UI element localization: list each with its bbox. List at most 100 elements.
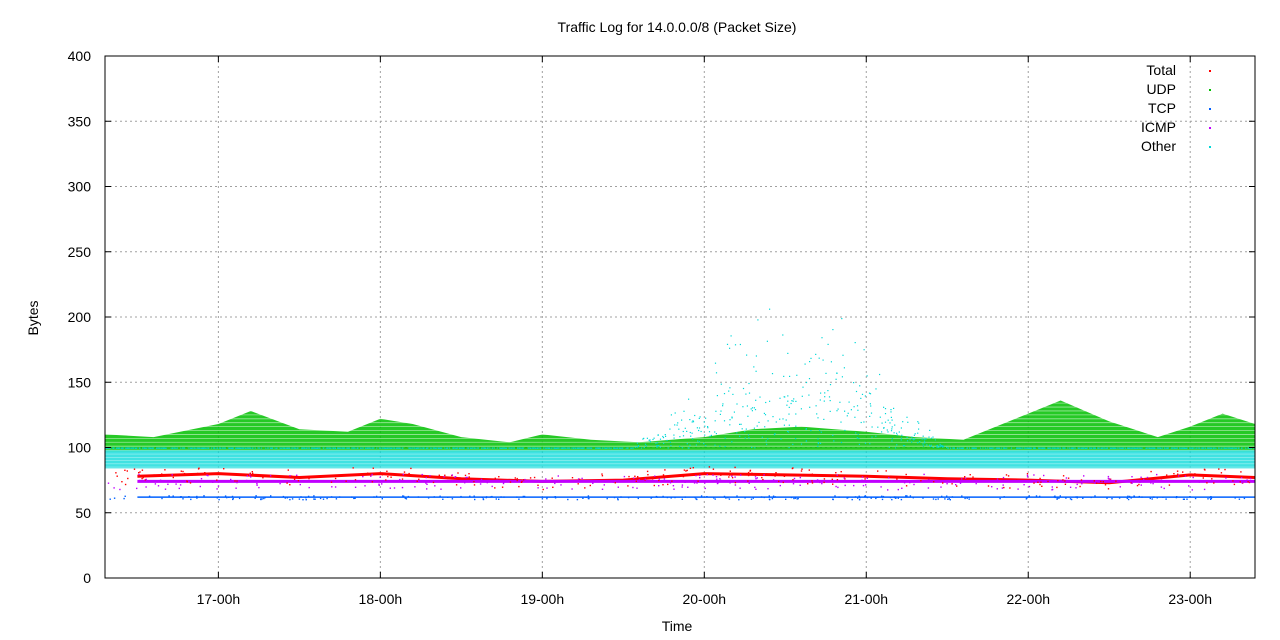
total-point (468, 476, 470, 478)
other-point (900, 427, 902, 429)
total-point (891, 475, 893, 477)
other-point (434, 447, 437, 449)
total-point (249, 472, 251, 474)
icmp-point (821, 482, 823, 485)
other-point (305, 447, 307, 449)
other-point (563, 447, 565, 449)
icmp-point (491, 485, 493, 488)
icmp-point (230, 478, 232, 481)
total-point (542, 488, 544, 491)
other-point (662, 435, 664, 438)
tcp-point (224, 495, 227, 497)
total-point (345, 480, 347, 482)
tcp-point (447, 496, 449, 498)
other-point (842, 354, 844, 356)
other-point (805, 381, 808, 384)
other-point (232, 447, 234, 449)
other-point (918, 422, 920, 424)
other-point (1224, 447, 1226, 449)
total-point (774, 474, 776, 477)
total-point (936, 477, 939, 480)
other-point (571, 447, 573, 449)
other-point (616, 447, 619, 449)
tcp-point (877, 496, 879, 498)
other-point (1207, 447, 1209, 449)
other-point (975, 447, 977, 449)
other-point (757, 319, 759, 321)
other-point (911, 441, 913, 443)
icmp-point (269, 475, 272, 477)
icmp-point (909, 481, 911, 484)
tcp-point (854, 496, 857, 498)
other-point (249, 447, 251, 449)
total-point (458, 478, 460, 480)
other-point (655, 442, 657, 444)
tcp-point (1189, 496, 1191, 498)
tcp-point (1058, 497, 1060, 499)
other-point (597, 447, 599, 449)
other-point (894, 424, 896, 426)
other-point (1230, 447, 1232, 449)
tcp-point (1149, 497, 1151, 500)
other-point (1151, 447, 1153, 449)
other-point (181, 447, 183, 449)
y-tick-label: 300 (68, 179, 92, 195)
total-point (1005, 474, 1008, 476)
other-point (736, 403, 738, 405)
tcp-point (951, 496, 954, 498)
total-point (823, 481, 825, 484)
tcp-point (864, 495, 867, 497)
total-point (124, 469, 126, 471)
other-point (884, 408, 887, 410)
other-point (471, 447, 473, 449)
other-point (1121, 447, 1123, 449)
total-point (577, 483, 579, 485)
other-point (810, 357, 812, 359)
tcp-point (961, 495, 963, 497)
other-point (871, 436, 873, 438)
icmp-point (235, 487, 237, 489)
tcp-point (1028, 495, 1030, 497)
tcp-point (1138, 495, 1140, 498)
other-point (421, 447, 423, 449)
total-point (972, 476, 974, 478)
tcp-point (417, 496, 420, 498)
total-point (1057, 479, 1059, 482)
tcp-point (1194, 497, 1197, 500)
tcp-point (554, 496, 556, 498)
other-point (857, 409, 859, 411)
icmp-point (1024, 480, 1026, 482)
other-point (789, 375, 791, 377)
icmp-point (712, 474, 714, 476)
other-point (216, 447, 218, 449)
other-point (382, 447, 384, 449)
other-point (206, 447, 208, 449)
icmp-point (862, 484, 865, 487)
icmp-point (1146, 476, 1149, 479)
x-axis-title: Time (662, 618, 693, 634)
other-point (679, 445, 681, 448)
icmp-point (254, 481, 256, 483)
other-point (722, 405, 724, 407)
total-point (1067, 477, 1070, 479)
icmp-point (145, 486, 147, 488)
tcp-point (706, 496, 708, 498)
icmp-point (704, 487, 706, 490)
other-point (1172, 447, 1174, 449)
other-point (459, 447, 461, 449)
other-point (868, 392, 871, 394)
other-point (174, 447, 176, 449)
icmp-point (545, 478, 547, 480)
tcp-point (489, 496, 492, 498)
tcp-point (523, 495, 526, 498)
total-point (658, 479, 660, 482)
tcp-point (182, 498, 184, 500)
other-point (513, 447, 515, 449)
other-point (884, 421, 887, 423)
icmp-point (1107, 475, 1110, 478)
other-point (765, 440, 767, 442)
tcp-point (744, 497, 746, 499)
tcp-point (889, 496, 892, 499)
total-point (751, 472, 753, 474)
other-point (843, 367, 845, 369)
